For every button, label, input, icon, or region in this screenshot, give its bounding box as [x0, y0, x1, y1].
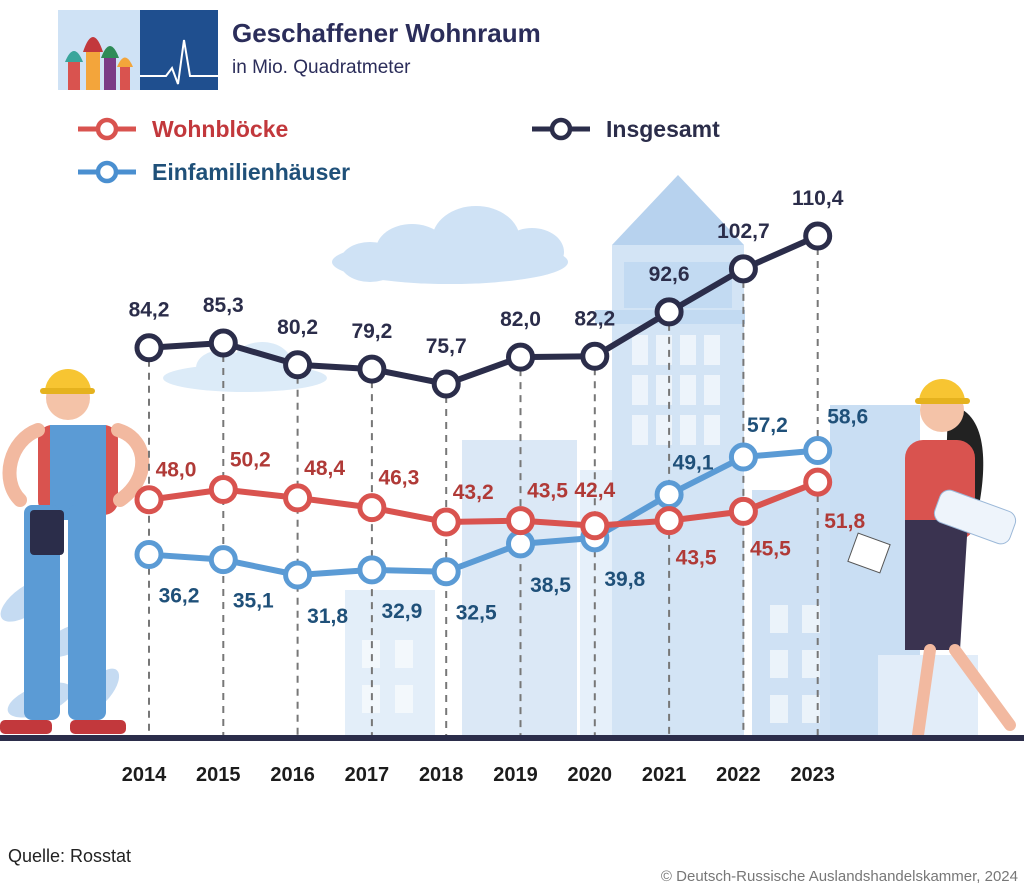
legend-item-insgesamt: Insgesamt: [530, 112, 720, 146]
x-tick-label: 2016: [270, 764, 315, 786]
data-point-wohnbloecke: [580, 511, 610, 541]
data-point-wohnbloecke: [283, 483, 313, 513]
x-tick-label: 2019: [493, 764, 538, 786]
data-label: 57,2: [747, 414, 788, 437]
data-point-insgesamt: [208, 328, 238, 358]
data-point-einfamilienhaeuser: [728, 442, 758, 472]
data-point-einfamilienhaeuser: [208, 545, 238, 575]
source-note: Quelle: Rosstat: [8, 846, 132, 866]
data-label: 36,2: [159, 585, 200, 608]
data-point-einfamilienhaeuser: [283, 560, 313, 590]
data-label: 84,2: [129, 299, 170, 322]
data-label: 48,4: [304, 457, 345, 480]
data-label: 75,7: [426, 335, 467, 358]
legend-item-einfamilienhaeuser: Einfamilienhäuser: [76, 155, 350, 189]
data-point-insgesamt: [357, 354, 387, 384]
data-label: 32,9: [381, 600, 422, 623]
data-label: 92,6: [649, 263, 690, 286]
data-point-wohnbloecke: [803, 467, 833, 497]
data-point-insgesamt: [134, 333, 164, 363]
data-point-einfamilienhaeuser: [803, 435, 833, 465]
data-label: 38,5: [530, 574, 571, 597]
x-tick-label: 2022: [716, 764, 761, 786]
data-point-insgesamt: [506, 342, 535, 372]
businesswoman-illustration: [847, 379, 1017, 741]
data-label: 85,3: [203, 294, 244, 317]
data-point-wohnbloecke: [134, 485, 164, 515]
data-label: 51,8: [824, 510, 865, 533]
data-point-wohnbloecke: [654, 506, 684, 536]
data-label: 58,6: [827, 405, 868, 428]
x-axis-baseline: [0, 735, 1024, 741]
data-label: 42,4: [574, 479, 615, 502]
legend-label: Wohnblöcke: [152, 115, 289, 142]
data-label: 80,2: [277, 316, 318, 339]
x-tick-label: 2014: [122, 764, 167, 786]
data-point-insgesamt: [654, 297, 684, 327]
x-tick-label: 2021: [642, 764, 687, 786]
data-point-wohnbloecke: [357, 493, 387, 523]
data-point-wohnbloecke: [506, 506, 535, 536]
data-label: 45,5: [750, 537, 791, 560]
data-label: 79,2: [351, 320, 392, 343]
data-label: 50,2: [230, 449, 271, 472]
data-label: 110,4: [792, 187, 844, 210]
data-point-einfamilienhaeuser: [506, 529, 535, 559]
data-label: 49,1: [673, 452, 714, 475]
data-label: 35,1: [233, 590, 274, 613]
data-point-einfamilienhaeuser: [431, 557, 461, 587]
data-label: 31,8: [307, 605, 348, 628]
data-point-insgesamt: [728, 254, 758, 284]
data-point-einfamilienhaeuser: [134, 540, 164, 570]
data-point-insgesamt: [283, 350, 313, 380]
legend-marker-icon: [78, 160, 136, 184]
series-line-wohnbloecke: [146, 479, 821, 529]
legend-marker-icon: [78, 117, 136, 141]
data-point-insgesamt: [580, 341, 610, 371]
construction-worker-illustration: [0, 369, 150, 734]
legend-label: Insgesamt: [606, 115, 720, 142]
data-point-wohnbloecke: [431, 507, 461, 537]
x-tick-label: 2015: [196, 764, 241, 786]
data-label: 39,8: [604, 568, 645, 591]
legend-item-wohnbloecke: Wohnblöcke: [76, 112, 288, 146]
series-line-einfamilienhaeuser: [146, 447, 821, 578]
legend-label: Einfamilienhäuser: [152, 158, 351, 185]
data-label: 102,7: [717, 220, 770, 243]
chart-subtitle: in Mio. Quadratmeter: [232, 57, 411, 78]
chart-title: Geschaffener Wohnraum: [232, 18, 541, 48]
data-label: 82,2: [574, 307, 615, 330]
legend-marker-icon: [532, 117, 590, 141]
cloud-icon: [332, 206, 568, 284]
data-point-wohnbloecke: [728, 496, 758, 526]
series-line-insgesamt: [146, 233, 821, 387]
copyright-note: © Deutsch-Russische Auslandshandelskamme…: [660, 868, 1018, 885]
data-label: 43,5: [527, 480, 568, 503]
data-point-einfamilienhaeuser: [654, 480, 684, 510]
kremlin-domes-heartbeat-logo: [58, 10, 218, 90]
data-label: 48,0: [156, 459, 197, 482]
data-label: 82,0: [500, 308, 541, 331]
data-point-wohnbloecke: [208, 475, 238, 505]
data-point-insgesamt: [431, 369, 461, 399]
data-point-insgesamt: [803, 221, 833, 251]
data-label: 43,2: [453, 481, 494, 504]
data-label: 43,5: [676, 547, 717, 570]
x-tick-label: 2023: [790, 764, 835, 786]
data-label: 32,5: [456, 602, 497, 625]
x-tick-label: 2020: [568, 764, 613, 786]
data-label: 46,3: [378, 467, 419, 490]
x-tick-label: 2018: [419, 764, 464, 786]
x-tick-label: 2017: [345, 764, 390, 786]
data-point-einfamilienhaeuser: [357, 555, 387, 585]
